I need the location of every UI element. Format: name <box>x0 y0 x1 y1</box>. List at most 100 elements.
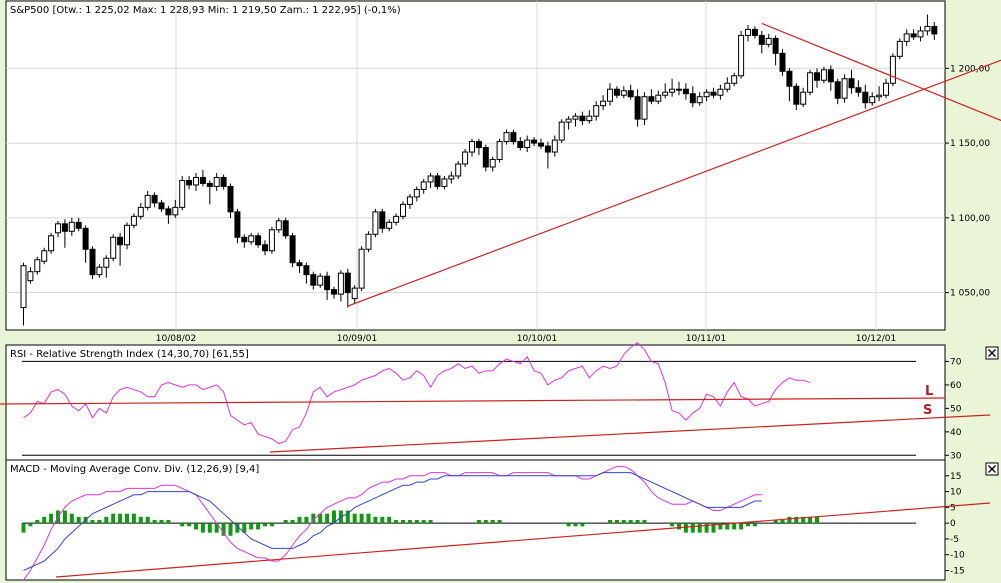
macd-histogram-bar <box>159 520 164 524</box>
rsi-y-tick-label: 40 <box>950 428 962 438</box>
macd-histogram-bar <box>180 523 185 527</box>
macd-histogram-bar <box>35 520 40 524</box>
macd-histogram-bar <box>283 520 288 524</box>
price-trendline <box>347 59 1001 307</box>
candle-body <box>841 78 848 99</box>
macd-histogram-bar <box>690 523 695 533</box>
macd-histogram-bar <box>104 516 109 524</box>
price-y-tick-label: 1 200,00 <box>950 64 990 74</box>
candle-body <box>130 215 137 226</box>
macd-signal-line <box>23 472 762 571</box>
candle-body <box>48 235 55 252</box>
macd-histogram-bar <box>194 523 198 530</box>
macd-histogram-bar <box>725 523 730 530</box>
candle-body <box>738 34 745 77</box>
macd-histogram-bar <box>752 523 757 527</box>
macd-histogram-bar <box>214 523 219 533</box>
macd-histogram-bar <box>428 520 433 524</box>
macd-histogram-bar <box>318 513 323 524</box>
candle-body <box>158 202 165 210</box>
macd-histogram-bar <box>263 523 267 527</box>
candle-body <box>876 94 883 98</box>
candle-body <box>317 275 324 286</box>
candle-body <box>917 30 924 38</box>
candle-body <box>275 220 282 231</box>
macd-histogram-bar <box>401 520 405 524</box>
macd-histogram-bar <box>138 516 143 524</box>
macd-histogram-bar <box>483 520 488 524</box>
macd-histogram-bar <box>304 516 309 524</box>
candle-body <box>462 151 469 165</box>
macd-histogram-bar <box>49 513 54 524</box>
macd-histogram-bar <box>566 523 571 527</box>
macd-histogram-bar <box>325 513 330 524</box>
macd-panel-title: MACD - Moving Average Conv. Div. (12,26,… <box>10 464 259 475</box>
rsi-close-button[interactable] <box>985 346 999 360</box>
price-x-tick-label: 10/11/01 <box>686 334 726 344</box>
candle-body <box>172 206 179 216</box>
macd-histogram-bar <box>152 520 157 524</box>
macd-histogram-bar <box>366 513 371 524</box>
macd-histogram-bar <box>352 513 357 524</box>
macd-y-tick-label: 15 <box>950 472 961 482</box>
candle-body <box>75 221 82 229</box>
candle-body <box>358 248 365 289</box>
macd-histogram-bar <box>242 523 247 533</box>
price-x-tick-label: 10/08/02 <box>156 334 196 344</box>
candle-body <box>731 75 738 84</box>
macd-histogram-bar <box>628 520 633 524</box>
macd-histogram-bar <box>387 516 392 524</box>
candle-body <box>669 88 676 93</box>
candle-body <box>641 96 648 120</box>
macd-histogram-bar <box>373 516 378 524</box>
macd-histogram-bar <box>497 520 502 524</box>
candle-body <box>96 266 103 276</box>
candle-body <box>268 229 275 252</box>
candle-body <box>807 72 814 93</box>
macd-histogram-bar <box>42 516 47 524</box>
candle-body <box>496 141 503 161</box>
candle-body <box>800 91 807 105</box>
macd-histogram-bar <box>635 520 640 524</box>
candle-body <box>296 262 303 267</box>
macd-histogram-bar <box>228 523 233 536</box>
price-trendlines <box>347 22 1001 307</box>
candle-body <box>510 132 517 143</box>
rsi-trendline <box>0 397 946 405</box>
macd-histogram-bar <box>200 523 205 533</box>
macd-histogram-bar <box>131 513 136 524</box>
candle-body <box>689 93 696 104</box>
macd-histogram-bar <box>166 520 171 524</box>
candle-body <box>124 224 130 246</box>
candle-body <box>724 82 731 90</box>
macd-close-button[interactable] <box>985 462 999 476</box>
candle-body <box>199 176 206 184</box>
price-y-tick-label: 1 100,00 <box>950 214 990 224</box>
macd-histogram-bar <box>407 520 412 524</box>
candle-body <box>420 181 427 190</box>
candle-body <box>248 235 255 243</box>
macd-histogram-bar <box>621 520 626 524</box>
price-x-tick-label: 10/10/01 <box>517 334 557 344</box>
macd-histogram-bar <box>704 523 709 533</box>
rsi-panel-title: RSI - Relative Strength Index (14,30,70)… <box>10 349 249 360</box>
candle-body <box>531 139 538 144</box>
macd-y-tick-label: -15 <box>950 567 965 577</box>
macd-histogram-bar <box>28 523 33 527</box>
macd-histogram-bar <box>290 520 295 524</box>
macd-histogram-bar <box>111 513 116 524</box>
macd-histogram-bar <box>145 516 150 524</box>
candle-body <box>365 233 372 250</box>
candle-body <box>655 94 662 102</box>
rsi-side-label-s: S <box>923 403 932 418</box>
macd-y-tick-label: -5 <box>950 535 959 545</box>
candle-body <box>55 223 61 234</box>
candle-body <box>627 90 634 98</box>
candle-body <box>772 37 779 54</box>
rsi-trendlines <box>0 397 991 453</box>
rsi-y-tick-label: 60 <box>950 381 962 391</box>
candle-body <box>61 223 68 232</box>
price-x-axis: 10/08/02 10/09/01 10/10/01 10/11/01 10/12/01 <box>156 334 896 344</box>
macd-histogram-bar <box>380 516 385 524</box>
macd-histogram-bar <box>187 523 192 527</box>
